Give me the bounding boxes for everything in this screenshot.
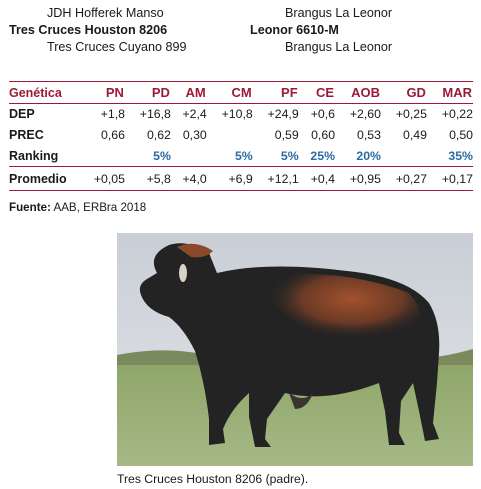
table-cell: +0,4 [310,171,336,186]
table-cell: +6,9 [228,171,253,186]
table-header-row: Genética PN PD AM CM PF CE AOB GD MAR [9,81,473,104]
table-cell: +10,8 [221,107,253,122]
ranking-cell: 20% [356,148,381,163]
table-cell: 0,62 [146,128,171,142]
pedigree-dam-sire: Brangus La Leonor [285,6,393,20]
ranking-cell [79,146,125,167]
table-cell: 0,49 [403,128,427,142]
column-header: CM [231,85,252,100]
pedigree-dam: Leonor 6610-M [250,23,339,37]
pedigree-sire: Tres Cruces Houston 8206 [9,23,168,37]
source-note: Fuente: AAB, ERBra 2018 [9,201,146,214]
table-cell: +0,17 [441,171,473,186]
table-cell: +0,05 [93,171,125,186]
table-row-dep: DEP +1,8 +16,8 +2,4 +10,8 +24,9 +0,6 +2,… [9,104,473,125]
row-label: PREC [9,128,44,142]
table-cell: 0,59 [274,128,299,142]
table-cell: +0,22 [441,107,473,122]
row-label: Promedio [9,171,67,186]
column-header: GD [406,85,426,100]
ranking-cell: 5% [153,148,171,163]
row-label: Ranking [9,148,59,163]
table-cell: +12,1 [267,171,299,186]
table-cell: +5,8 [146,171,171,186]
pedigree: JDH Hofferek Manso Tres Cruces Houston 8… [0,0,481,70]
corner-label: Genética [9,85,62,100]
table-row-prec: PREC 0,66 0,62 0,30 0,59 0,60 0,53 0,49 … [9,125,473,146]
column-header: CE [315,85,335,100]
column-header: MAR [442,85,472,100]
table-cell: 0,53 [357,128,381,142]
source-text: AAB, ERBra 2018 [50,201,147,214]
ranking-cell: 25% [310,148,336,163]
ranking-cell: 5% [280,148,299,163]
table-cell: +0,25 [395,107,427,122]
table-cell: +1,8 [100,107,125,122]
table-cell: 0,60 [311,128,336,142]
column-header: AOB [351,85,380,100]
table-row-ranking: Ranking 5% 5% 5% 25% 20% 35% [9,146,473,167]
ranking-cell [381,146,427,167]
table-cell: +0,95 [349,171,381,186]
table-cell: 0,30 [182,128,207,142]
column-header: AM [185,85,206,100]
pedigree-sire-dam: Tres Cruces Cuyano 899 [47,40,187,54]
source-label: Fuente: [9,201,51,214]
column-header: PN [105,85,124,100]
table-cell: +0,6 [310,107,336,122]
table-row-promedio: Promedio +0,05 +5,8 +4,0 +6,9 +12,1 +0,4… [9,166,473,191]
ranking-cell [171,146,207,167]
column-header: PD [151,85,170,100]
genetics-table: Genética PN PD AM CM PF CE AOB GD MAR DE… [9,81,473,191]
bull-photo [117,233,473,466]
table-cell: +24,9 [267,107,299,122]
table-cell: +16,8 [139,107,171,122]
table-cell: +4,0 [182,171,207,186]
table-cell: 0,50 [449,128,473,142]
column-header: PF [281,85,298,100]
table-cell: 0,66 [101,128,125,142]
pedigree-dam-dam: Brangus La Leonor [285,40,393,54]
table-cell: +0,27 [395,171,427,186]
table-cell: +2,4 [182,107,207,122]
table-cell: +2,60 [349,107,381,122]
photo-caption: Tres Cruces Houston 8206 (padre). [117,472,309,486]
ranking-cell: 5% [234,148,253,163]
row-label: DEP [9,107,35,122]
table-cell [207,125,253,146]
ranking-cell: 35% [448,148,473,163]
pedigree-sire-sire: JDH Hofferek Manso [47,6,164,20]
